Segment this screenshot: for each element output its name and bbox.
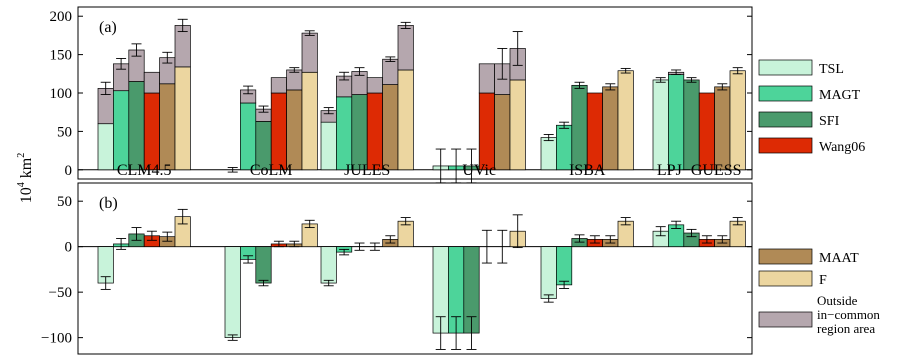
- category-label: UVic: [462, 162, 496, 179]
- bar-maat-a: [286, 89, 303, 171]
- y-tick-label-a: 0: [65, 163, 73, 179]
- bar-magt-b: [556, 246, 573, 286]
- bar-f-a: [397, 69, 414, 171]
- plot-frame-b: [77, 182, 753, 355]
- bar-f-a: [509, 79, 526, 171]
- bar-tsl-b: [540, 246, 557, 299]
- y-axis-label: 104 km2: [16, 153, 35, 203]
- bar-wang06-a: [270, 92, 287, 171]
- bar-magt-a: [668, 74, 685, 171]
- bar-wang06-a: [143, 92, 160, 171]
- panel-label-b: (b): [99, 195, 118, 212]
- y-tick-label-b: 50: [57, 194, 72, 210]
- bar-f-a: [729, 70, 746, 171]
- legend-swatch-magt: [758, 85, 813, 102]
- bar-sfi-a: [351, 94, 368, 171]
- legend-label-outside: Outside in−common region area: [817, 293, 880, 336]
- bar-outside-maat-a: [382, 58, 399, 85]
- bar-tsl-a: [320, 121, 337, 171]
- bar-outside-wang06-a: [366, 77, 383, 94]
- bar-tsl-b: [320, 246, 337, 284]
- y-tick-label-b: 0: [65, 240, 73, 256]
- legend-top: TSL MAGT SFI Wang06: [758, 59, 865, 155]
- legend-swatch-maat: [758, 248, 813, 265]
- bar-sfi-b: [255, 246, 272, 284]
- bar-outside-maat-a: [286, 69, 303, 91]
- bar-magt-a: [113, 90, 130, 171]
- bar-sfi-a: [683, 79, 700, 171]
- legend-label-wang06: Wang06: [819, 140, 865, 155]
- bar-tsl-a: [652, 79, 669, 171]
- legend-label-tsl: TSL: [819, 62, 844, 77]
- bar-maat-a: [159, 83, 176, 171]
- y-tick-label-b: −100: [41, 331, 72, 347]
- bar-maat-a: [494, 94, 511, 171]
- legend-swatch-f: [758, 270, 813, 287]
- legend-bottom: MAAT F Outside in−common region area: [758, 248, 880, 336]
- bar-sfi-a: [571, 84, 588, 171]
- bar-sfi-a: [128, 81, 145, 171]
- bar-outside-f-a: [301, 32, 318, 73]
- legend-swatch-tsl: [758, 59, 813, 76]
- bar-wang06-a: [586, 92, 603, 171]
- y-tick-label-a: 150: [50, 48, 73, 64]
- bar-magt-a: [240, 102, 257, 171]
- bar-outside-f-a: [397, 25, 414, 71]
- bar-outside-wang06-a: [478, 63, 495, 94]
- bar-f-a: [174, 66, 191, 171]
- bar-maat-a: [602, 86, 619, 171]
- category-label: ISBA: [569, 162, 606, 179]
- legend-swatch-wang06: [758, 137, 813, 154]
- legend-label-f: F: [819, 273, 827, 288]
- category-label: JULES: [344, 162, 390, 179]
- bar-f-a: [617, 70, 634, 171]
- bar-wang06-a: [366, 92, 383, 171]
- category-label: LPJ−GUESS: [657, 162, 742, 179]
- bar-wang06-a: [478, 92, 495, 171]
- bar-maat-a: [714, 86, 731, 171]
- y-tick-label-a: 200: [50, 9, 73, 25]
- panel-a: 0 50 100 150 200 (a) CLM4.5 CoLM JULES UVic ISBA LP…: [50, 6, 753, 184]
- legend-swatch-outside: [758, 311, 813, 328]
- bar-tsl-a: [97, 123, 114, 171]
- bar-outside-wang06-a: [270, 77, 287, 94]
- bar-magt-a: [336, 96, 353, 171]
- panel-b: −100 −50 0 50 (b): [41, 182, 753, 355]
- y-tick-label-b: −50: [49, 285, 72, 301]
- legend-label-maat: MAAT: [819, 251, 859, 266]
- category-label: CLM4.5: [117, 162, 172, 179]
- bar-maat-a: [382, 84, 399, 171]
- y-tick-label-a: 50: [57, 124, 72, 140]
- y-tick-label-a: 100: [50, 86, 73, 102]
- bar-tsl-b: [224, 246, 241, 338]
- legend-swatch-sfi: [758, 111, 813, 128]
- category-label: CoLM: [250, 162, 293, 179]
- bar-wang06-a: [698, 92, 715, 171]
- bar-f-a: [301, 71, 318, 171]
- bar-outside-wang06-a: [143, 71, 160, 94]
- legend-label-magt: MAGT: [819, 88, 861, 103]
- bar-tsl-a: [540, 137, 557, 171]
- panel-label-a: (a): [99, 19, 117, 36]
- legend-label-sfi: SFI: [819, 114, 840, 129]
